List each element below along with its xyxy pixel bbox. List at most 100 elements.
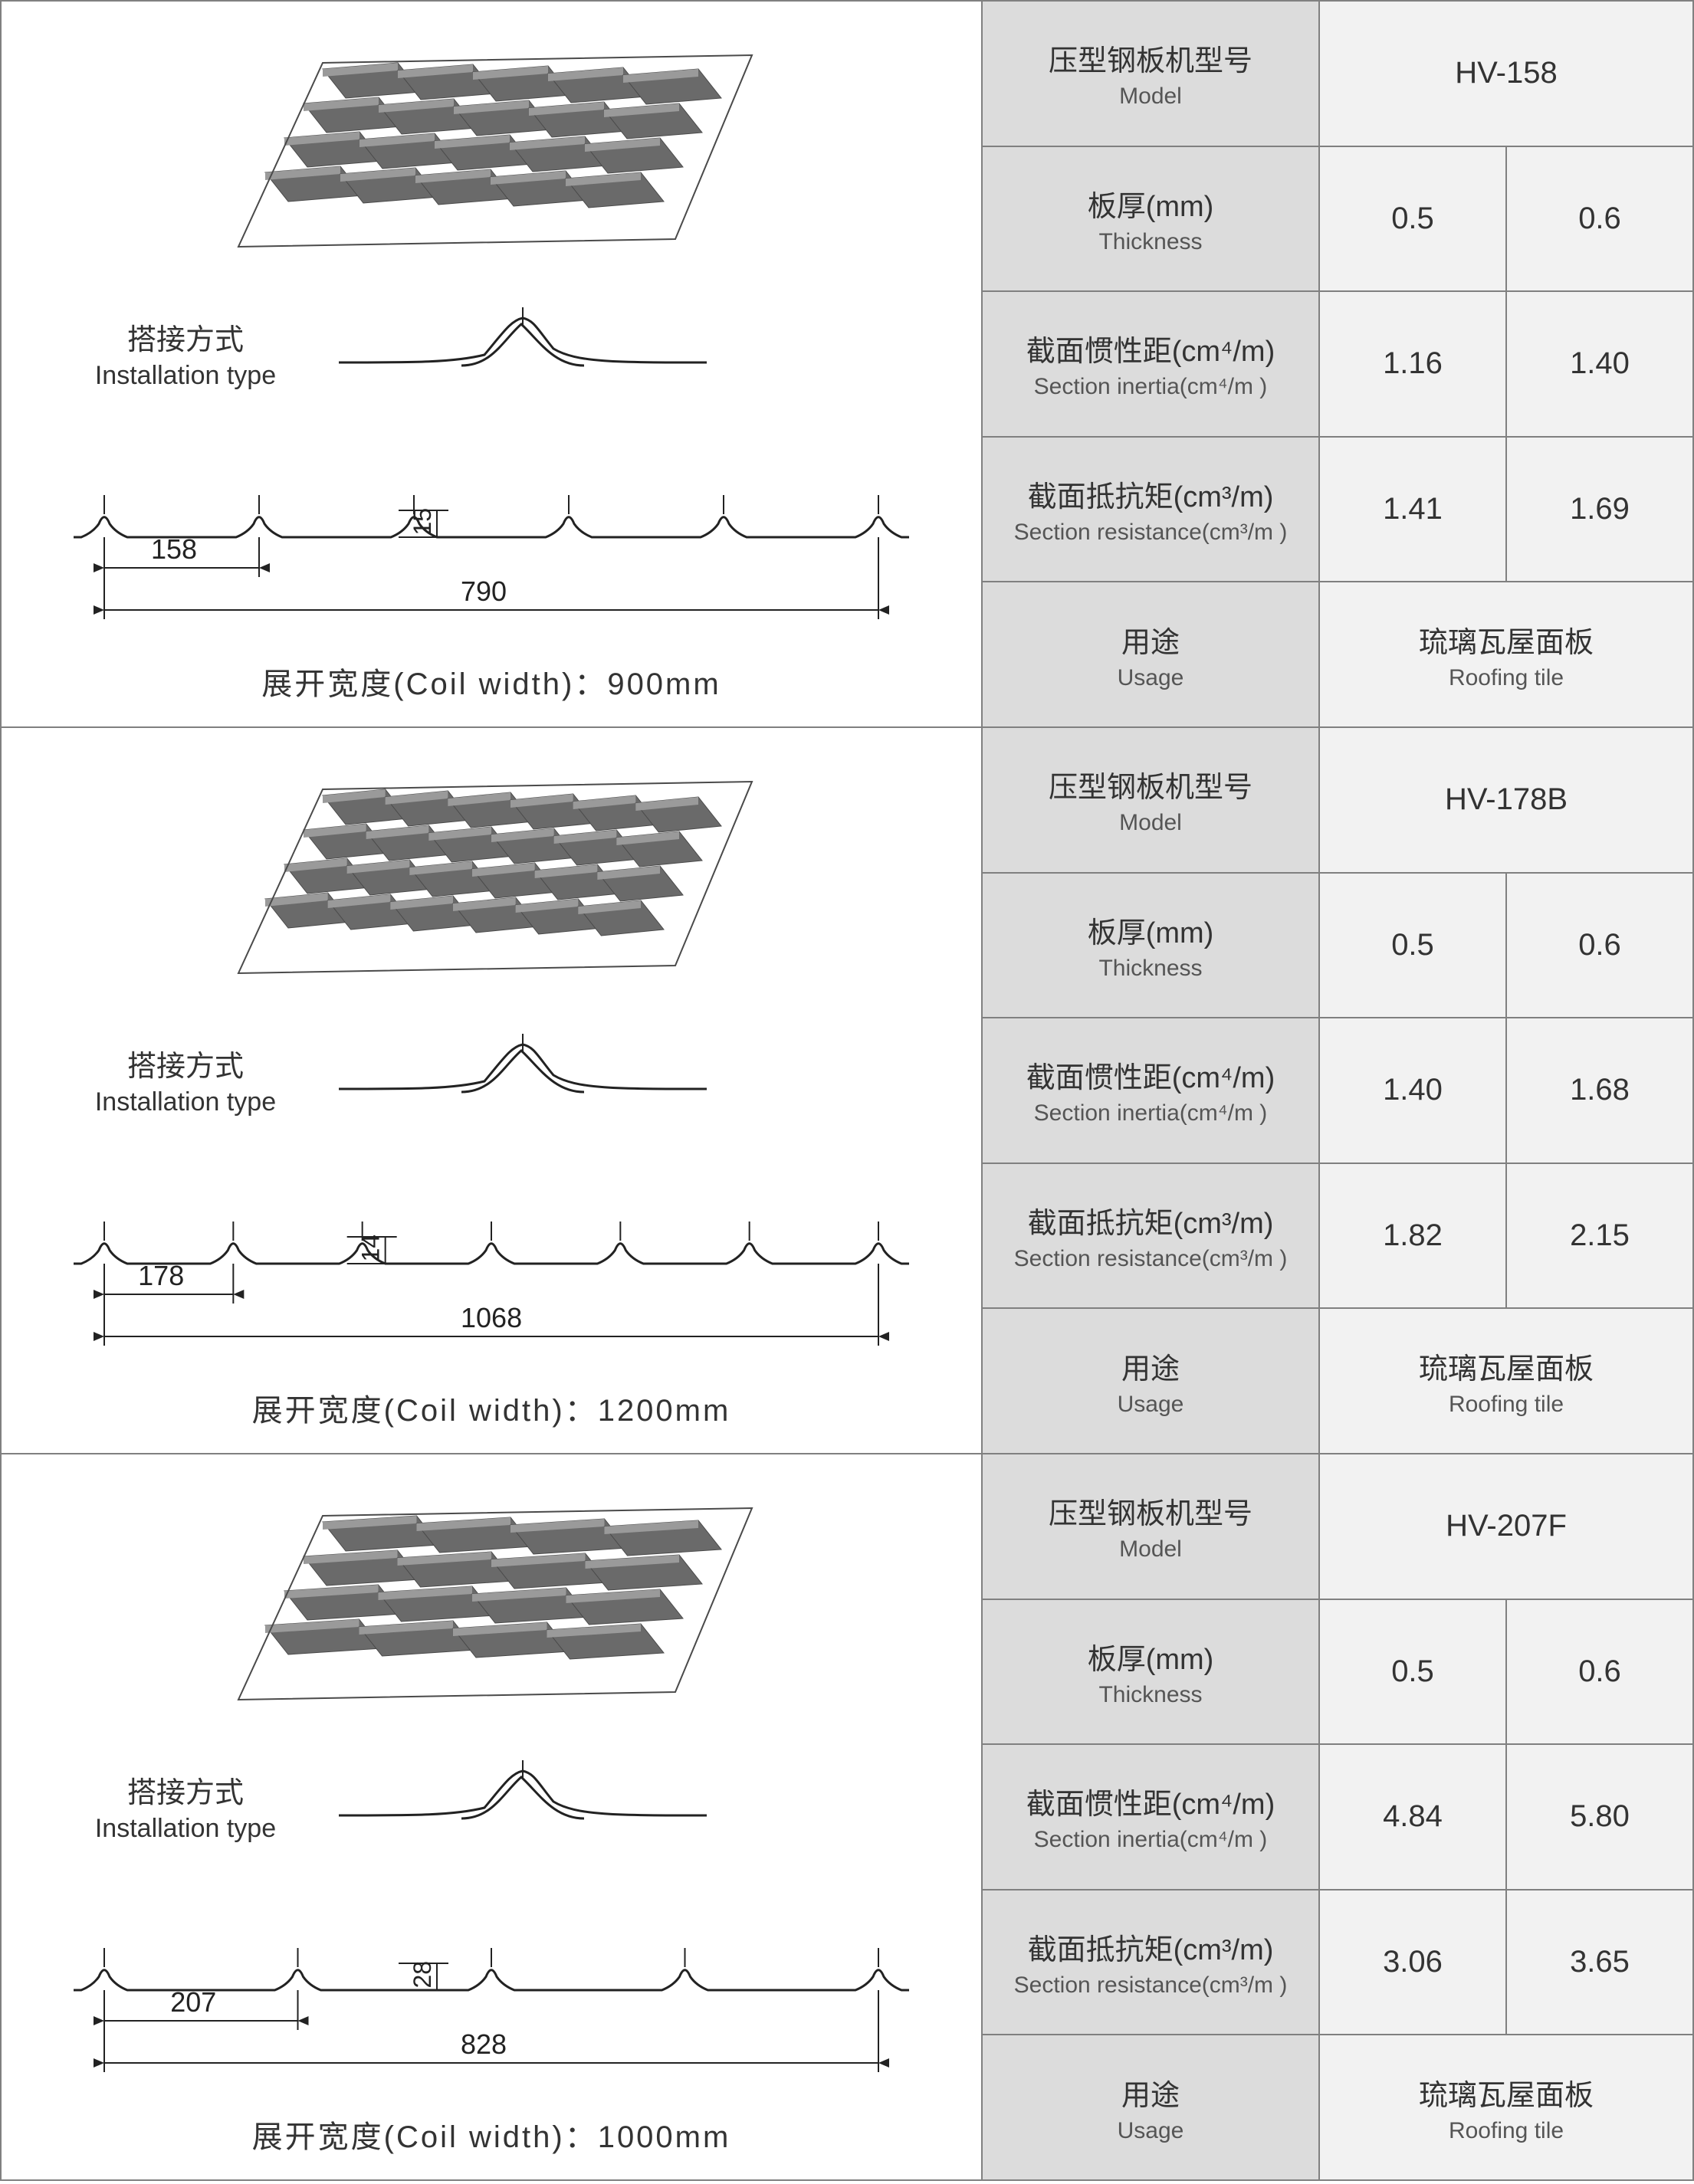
spec-row-label-cn: 截面抵抗矩(cm³/m)	[1028, 473, 1274, 515]
spec-row-label-en: Section resistance(cm³/m )	[1014, 1972, 1288, 1999]
spec-row-label: 用途 Usage	[983, 2035, 1320, 2179]
installation-label: 搭接方式Installation type	[48, 316, 323, 391]
coil-width-label: 展开宽度(Coil width)：1000mm	[252, 2112, 731, 2156]
spec-value: 4.845.80	[1320, 1745, 1692, 1889]
usage-value-cn: 琉璃瓦屋面板	[1419, 618, 1594, 661]
spec-value-col2: 0.6	[1507, 147, 1692, 291]
spec-row: 压型钢板机型号ModelHV-207F	[983, 1454, 1692, 1600]
spec-row-label: 用途Usage	[983, 582, 1320, 726]
spec-row-label-cn: 截面抵抗矩(cm³/m)	[1028, 1926, 1274, 1968]
installation-label-cn: 搭接方式	[48, 316, 323, 358]
cross-section-diagram: 15879015	[51, 438, 932, 621]
spec-value: HV-207F	[1320, 1454, 1692, 1599]
spec-table: 压型钢板机型号ModelHV-207F 板厚(mm) Thickness 0.50.6…	[983, 1454, 1692, 2179]
coil-width-label: 展开宽度(Coil width)：900mm	[261, 659, 721, 703]
spec-row-label-cn: 压型钢板机型号	[1049, 37, 1252, 79]
spec-row-label-cn: 截面惯性距(cm⁴/m)	[1026, 1780, 1275, 1822]
spec-row: 用途 Usage 琉璃瓦屋面板 Roofing tile	[983, 1309, 1692, 1453]
spec-value-col1: 1.16	[1320, 292, 1507, 436]
spec-value-col1: 1.40	[1320, 1018, 1507, 1163]
spec-row-label: 截面惯性距(cm⁴/m)Section inertia(cm⁴/m )	[983, 1018, 1320, 1163]
spec-row-label: 截面抵抗矩(cm³/m)Section resistance(cm³/m )	[983, 1164, 1320, 1308]
spec-row: 截面抵抗矩(cm³/m)Section resistance(cm³/m )1.…	[983, 438, 1692, 583]
spec-value-col1: 4.84	[1320, 1745, 1507, 1889]
spec-row-label-en: Section inertia(cm⁴/m )	[1034, 1100, 1268, 1126]
diagram-area: 搭接方式Installation type 20782828 展开宽度(Coil w…	[2, 1454, 983, 2179]
spec-row-label-cn: 板厚(mm)	[1088, 909, 1214, 951]
spec-value: 0.50.6	[1320, 874, 1692, 1018]
spec-panel: 搭接方式Installation type 20782828 展开宽度(Coil w…	[2, 1454, 1692, 2181]
spec-row-label-en: Model	[1119, 84, 1182, 110]
usage-value-en: Roofing tile	[1449, 1392, 1564, 1418]
coil-width-label: 展开宽度(Coil width)：1200mm	[252, 1385, 731, 1430]
spec-table: 压型钢板机型号 Model HV-178B 板厚(mm) Thickness 0.50.6…	[983, 728, 1692, 1453]
spec-row-label-cn: 用途	[1121, 2071, 1180, 2113]
spec-value: 0.50.6	[1320, 1600, 1692, 1744]
spec-row-label-cn: 板厚(mm)	[1088, 1635, 1214, 1677]
spec-row-label-en: Thickness	[1098, 956, 1202, 982]
installation-label-cn: 搭接方式	[48, 1042, 323, 1084]
spec-value: 琉璃瓦屋面板 Roofing tile	[1320, 582, 1692, 726]
installation-label: 搭接方式Installation type	[48, 1769, 323, 1844]
spec-value-usage: 琉璃瓦屋面板 Roofing tile	[1320, 2035, 1692, 2179]
spec-row-label: 截面惯性距(cm⁴/m) Section inertia(cm⁴/m )	[983, 292, 1320, 436]
cross-section-diagram: 178106814	[51, 1164, 932, 1348]
usage-value-cn: 琉璃瓦屋面板	[1419, 2071, 1594, 2113]
spec-value-single: HV-207F	[1320, 1454, 1692, 1599]
spec-row-label: 截面惯性距(cm⁴/m) Section inertia(cm⁴/m )	[983, 1745, 1320, 1889]
spec-value: HV-178B	[1320, 728, 1692, 872]
spec-row-label: 压型钢板机型号Model	[983, 1454, 1320, 1599]
spec-value: 琉璃瓦屋面板 Roofing tile	[1320, 1309, 1692, 1453]
spec-row: 截面惯性距(cm⁴/m) Section inertia(cm⁴/m ) 4.845…	[983, 1745, 1692, 1891]
spec-row: 截面抵抗矩(cm³/m)Section resistance(cm³/m )3.…	[983, 1891, 1692, 2036]
spec-panel: 搭接方式Installation type 178106814 展开宽度(Coil …	[2, 728, 1692, 1454]
spec-row-label-en: Model	[1119, 1536, 1182, 1563]
cross-section-diagram: 20782828	[51, 1891, 932, 2074]
spec-value-col2: 1.40	[1507, 292, 1692, 436]
usage-value-cn: 琉璃瓦屋面板	[1419, 1345, 1594, 1387]
svg-text:828: 828	[461, 2028, 507, 2060]
spec-row-label-en: Section resistance(cm³/m )	[1014, 520, 1288, 546]
spec-row-label: 压型钢板机型号 Model	[983, 2, 1320, 146]
spec-row-label: 板厚(mm) Thickness	[983, 1600, 1320, 1744]
spec-value-col1: 0.5	[1320, 147, 1507, 291]
spec-value-col2: 2.15	[1507, 1164, 1692, 1308]
svg-text:790: 790	[461, 576, 507, 607]
spec-row-label-en: Section inertia(cm⁴/m )	[1034, 374, 1268, 400]
spec-value-col1: 0.5	[1320, 874, 1507, 1018]
spec-row-label-en: Thickness	[1098, 229, 1202, 255]
spec-value-single: HV-158	[1320, 2, 1692, 146]
spec-row-label-en: Model	[1119, 810, 1182, 836]
spec-value: HV-158	[1320, 2, 1692, 146]
spec-value: 1.161.40	[1320, 292, 1692, 436]
spec-row-label-en: Usage	[1118, 1392, 1184, 1418]
spec-row-label-en: Thickness	[1098, 1682, 1202, 1708]
spec-row-label: 截面抵抗矩(cm³/m) Section resistance(cm³/m )	[983, 438, 1320, 582]
spec-row-label-en: Usage	[1118, 2118, 1184, 2144]
spec-row: 压型钢板机型号 Model HV-158	[983, 2, 1692, 147]
spec-row-label: 用途 Usage	[983, 1309, 1320, 1453]
spec-row-label-cn: 截面惯性距(cm⁴/m)	[1026, 327, 1275, 369]
installation-row: 搭接方式Installation type	[32, 307, 950, 399]
spec-value-col1: 1.82	[1320, 1164, 1507, 1308]
spec-row-label: 板厚(mm) Thickness	[983, 147, 1320, 291]
usage-value-en: Roofing tile	[1449, 2118, 1564, 2144]
spec-value: 琉璃瓦屋面板 Roofing tile	[1320, 2035, 1692, 2179]
installation-label-en: Installation type	[48, 1087, 323, 1117]
spec-value: 1.401.68	[1320, 1018, 1692, 1163]
spec-value-col2: 0.6	[1507, 874, 1692, 1018]
spec-value-col2: 5.80	[1507, 1745, 1692, 1889]
usage-value-en: Roofing tile	[1449, 665, 1564, 691]
isometric-render	[32, 32, 950, 262]
installation-label: 搭接方式Installation type	[48, 1042, 323, 1117]
spec-row-label-cn: 用途	[1121, 1345, 1180, 1387]
spec-row-label-en: Section inertia(cm⁴/m )	[1034, 1827, 1268, 1853]
installation-label-en: Installation type	[48, 361, 323, 391]
spec-row-label: 板厚(mm) Thickness	[983, 874, 1320, 1018]
spec-row-label-cn: 压型钢板机型号	[1049, 763, 1252, 805]
diagram-area: 搭接方式Installation type15879015展开宽度(Coil w…	[2, 2, 983, 726]
installation-label-cn: 搭接方式	[48, 1769, 323, 1811]
spec-panel: 搭接方式Installation type15879015展开宽度(Coil w…	[2, 2, 1692, 728]
spec-row-label-cn: 板厚(mm)	[1088, 182, 1214, 225]
svg-text:158: 158	[151, 533, 197, 565]
